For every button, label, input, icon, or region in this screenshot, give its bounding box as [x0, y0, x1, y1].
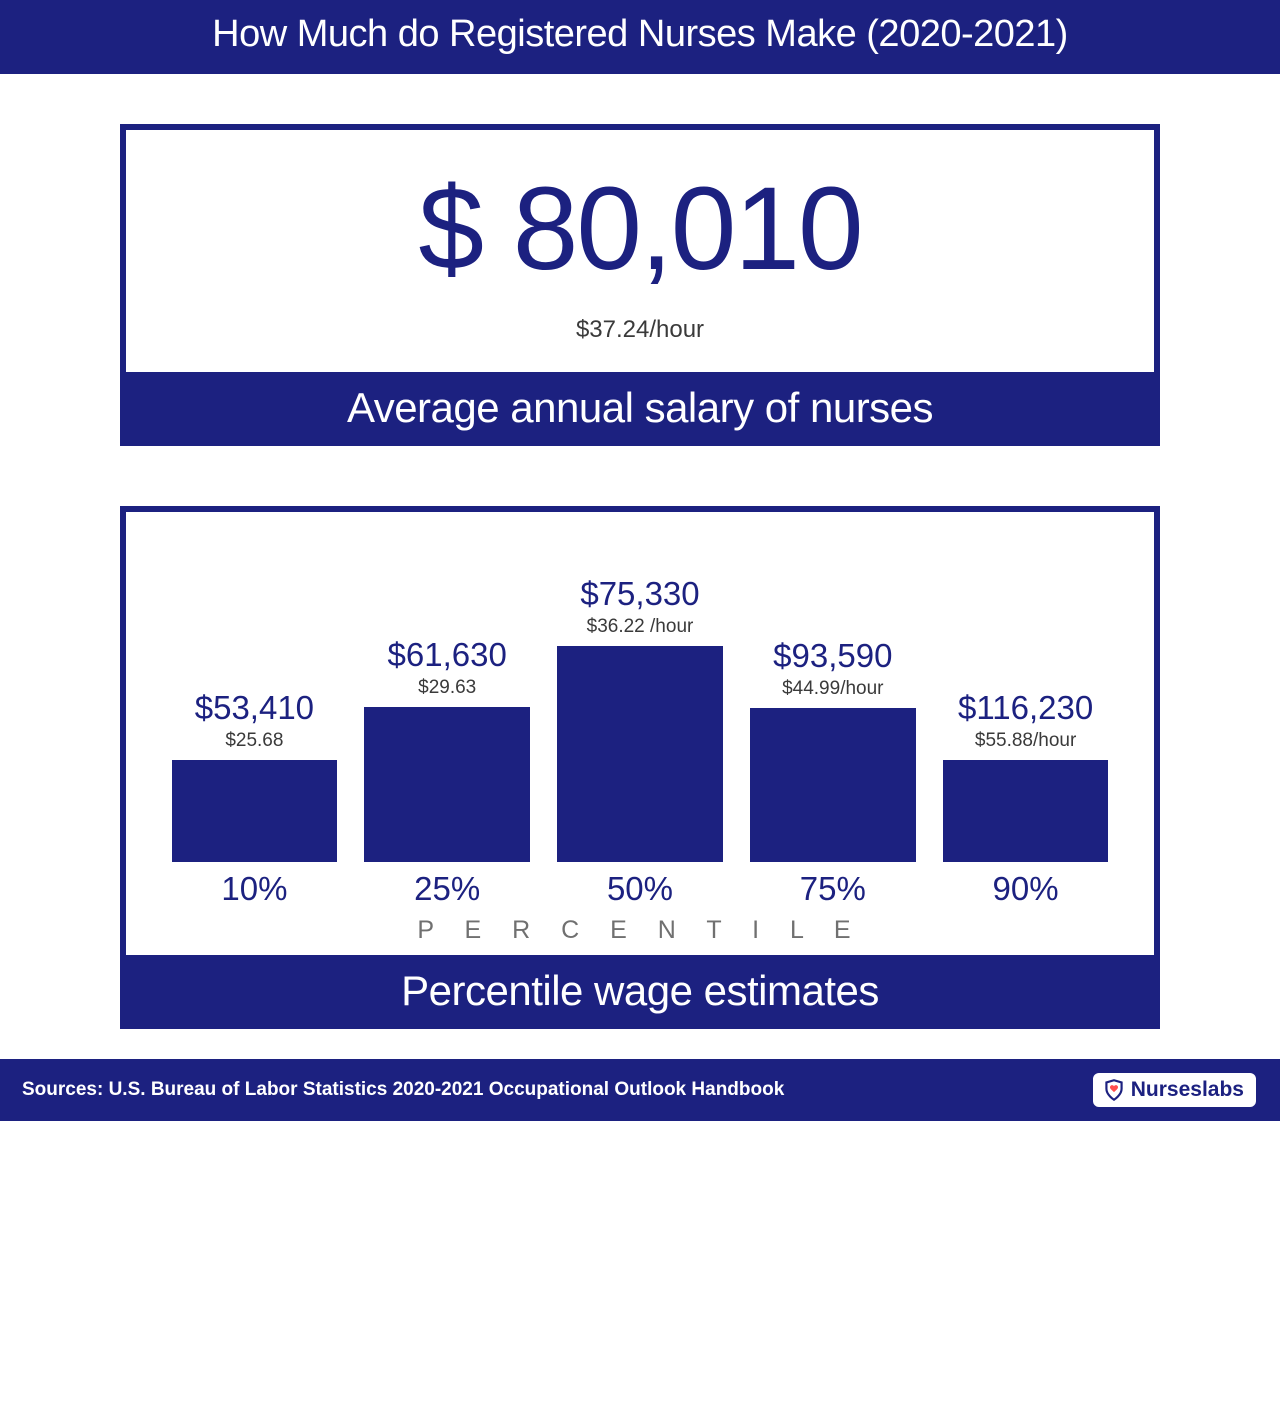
bar-sub-label: $44.99/hour: [782, 678, 883, 700]
bar-sub-label: $25.68: [225, 730, 283, 752]
x-axis-label: 75%: [736, 870, 929, 908]
hero-sub: $37.24/hour: [126, 316, 1154, 344]
logo-badge: Nurseslabs: [1091, 1071, 1258, 1109]
bar-value-label: $116,230: [958, 690, 1093, 726]
hero-card: $ 80,010 $37.24/hour Average annual sala…: [120, 124, 1160, 446]
bar-chart: $53,410 $25.68 $61,630 $29.63 $75,330 $36.22 …: [158, 542, 1122, 862]
x-axis-label: 25%: [351, 870, 544, 908]
bar-rect: [172, 760, 338, 862]
bar-column: $53,410 $25.68: [158, 542, 351, 862]
hero-card-body: $ 80,010 $37.24/hour: [120, 124, 1160, 372]
bar-value-label: $93,590: [773, 638, 892, 674]
source-text: Sources: U.S. Bureau of Labor Statistics…: [22, 1079, 784, 1101]
chart-card-body: $53,410 $25.68 $61,630 $29.63 $75,330 $36.22 …: [120, 506, 1160, 955]
axis-title: P E R C E N T I L E: [158, 916, 1122, 945]
page-title: How Much do Registered Nurses Make (2020…: [0, 13, 1280, 56]
logo-text: Nurseslabs: [1131, 1078, 1244, 1102]
chart-footer-label: Percentile wage estimates: [120, 967, 1160, 1015]
bar-rect: [750, 708, 916, 862]
x-axis-label: 10%: [158, 870, 351, 908]
bar-column: $116,230 $55.88/hour: [929, 542, 1122, 862]
bar-column: $93,590 $44.99/hour: [736, 542, 929, 862]
bar-value-label: $53,410: [195, 690, 314, 726]
bar-value-label: $75,330: [580, 576, 699, 612]
bar-sub-label: $36.22 /hour: [587, 616, 694, 638]
heart-shield-icon: [1101, 1077, 1127, 1103]
bar-sub-label: $29.63: [418, 677, 476, 699]
hero-footer-label: Average annual salary of nurses: [120, 384, 1160, 432]
bar-rect: [943, 760, 1109, 862]
bar-column: $75,330 $36.22 /hour: [544, 542, 737, 862]
bar-sub-label: $55.88/hour: [975, 730, 1076, 752]
bar-rect: [557, 646, 723, 862]
header-banner: How Much do Registered Nurses Make (2020…: [0, 0, 1280, 74]
hero-card-footer: Average annual salary of nurses: [120, 372, 1160, 446]
x-axis-label: 90%: [929, 870, 1122, 908]
bar-rect: [364, 707, 530, 862]
x-axis-label: 50%: [544, 870, 737, 908]
chart-card-footer: Percentile wage estimates: [120, 955, 1160, 1029]
bar-column: $61,630 $29.63: [351, 542, 544, 862]
chart-card: $53,410 $25.68 $61,630 $29.63 $75,330 $36.22 …: [120, 506, 1160, 1029]
hero-value: $ 80,010: [126, 170, 1154, 288]
bar-value-label: $61,630: [388, 637, 507, 673]
page-footer: Sources: U.S. Bureau of Labor Statistics…: [0, 1059, 1280, 1121]
x-axis-labels: 10%25%50%75%90%: [158, 870, 1122, 908]
